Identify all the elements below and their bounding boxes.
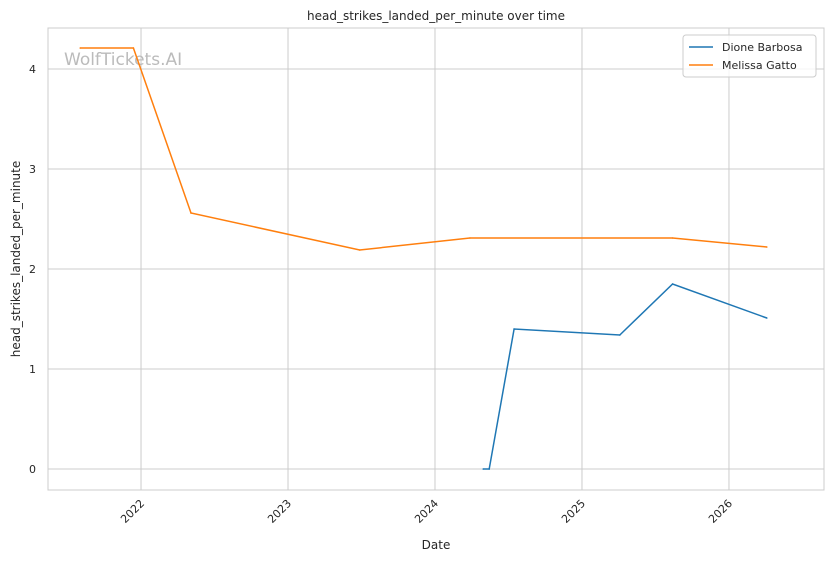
y-tick-label: 2 bbox=[29, 263, 36, 276]
data-point bbox=[482, 468, 484, 470]
chart-title: head_strikes_landed_per_minute over time bbox=[307, 9, 565, 23]
data-point bbox=[79, 47, 82, 49]
x-tick-label: 2026 bbox=[706, 497, 735, 526]
legend: Dione Barbosa Melissa Gatto bbox=[682, 34, 817, 78]
y-axis-label: head_strikes_landed_per_minute bbox=[9, 161, 23, 358]
y-tick-label: 0 bbox=[29, 463, 36, 476]
plot-frame bbox=[47, 27, 825, 491]
data-point bbox=[766, 246, 768, 248]
data-point bbox=[619, 334, 621, 336]
series-line-melissa-gatto bbox=[80, 47, 767, 251]
data-point bbox=[469, 237, 471, 239]
series-line-dione-barbosa bbox=[483, 283, 768, 470]
data-point bbox=[671, 237, 674, 239]
x-tick-label: 2024 bbox=[412, 497, 441, 526]
y-tick-label: 1 bbox=[29, 363, 36, 376]
x-tick-label: 2023 bbox=[265, 497, 294, 526]
data-point bbox=[132, 47, 135, 49]
legend-box bbox=[682, 34, 817, 78]
data-point bbox=[190, 212, 192, 214]
legend-label: Dione Barbosa bbox=[722, 41, 803, 54]
data-point bbox=[671, 283, 674, 285]
x-tick-label: 2025 bbox=[559, 497, 588, 526]
watermark: WolfTickets.AI bbox=[64, 50, 182, 70]
y-tick-label: 3 bbox=[29, 163, 36, 176]
x-axis-label: Date bbox=[422, 538, 451, 552]
data-point bbox=[513, 328, 515, 330]
x-tick-label: 2022 bbox=[118, 497, 147, 526]
legend-label: Melissa Gatto bbox=[722, 59, 797, 72]
y-tick-label: 4 bbox=[29, 63, 36, 76]
data-point bbox=[488, 468, 491, 470]
data-point bbox=[766, 317, 768, 319]
data-point bbox=[358, 249, 361, 251]
